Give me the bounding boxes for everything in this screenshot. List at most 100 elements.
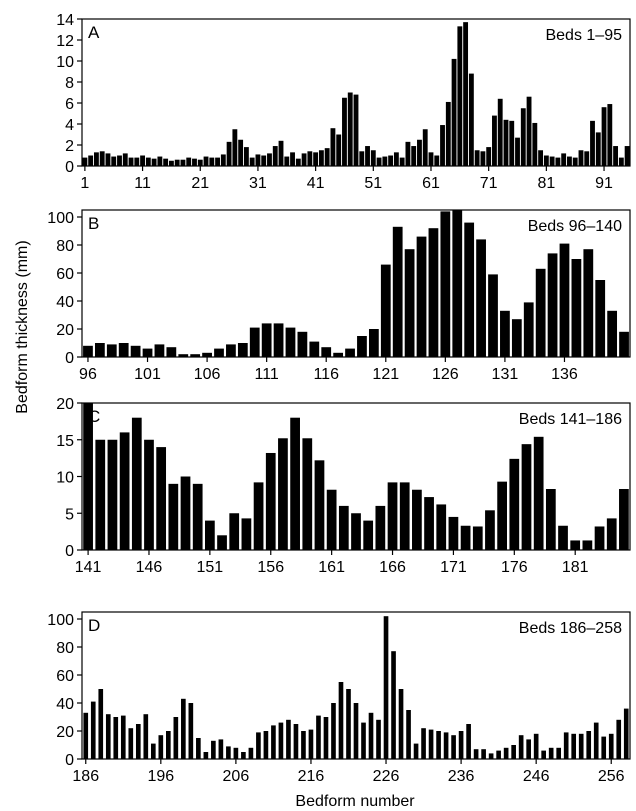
y-tick-label: 10 xyxy=(56,470,74,487)
bar xyxy=(421,728,426,759)
bar xyxy=(405,249,415,357)
bar xyxy=(595,526,605,550)
bar xyxy=(371,150,376,166)
bar xyxy=(204,157,209,166)
bar xyxy=(560,244,570,357)
bar xyxy=(82,158,87,166)
x-tick-label: 136 xyxy=(551,366,578,383)
bar xyxy=(302,438,312,550)
bar xyxy=(156,447,166,550)
y-tick-label: 12 xyxy=(56,33,74,50)
bar xyxy=(193,484,203,550)
bar xyxy=(94,152,99,166)
bar xyxy=(351,513,361,550)
bar xyxy=(619,489,629,550)
bar xyxy=(509,121,514,166)
bar xyxy=(339,682,344,759)
bar xyxy=(140,156,145,167)
bar xyxy=(463,22,468,166)
bar xyxy=(309,342,319,357)
bar xyxy=(261,156,266,167)
bar xyxy=(202,353,212,357)
bar xyxy=(534,437,544,550)
bar xyxy=(242,518,252,550)
bar xyxy=(189,703,194,759)
bar xyxy=(238,343,248,357)
bar xyxy=(331,703,336,759)
bar xyxy=(489,753,494,759)
bar xyxy=(331,128,336,166)
bar xyxy=(476,239,486,357)
bar xyxy=(590,121,595,166)
bar xyxy=(232,129,237,166)
x-tick-label: 51 xyxy=(364,175,382,192)
panel-range-label: Beds 186–258 xyxy=(519,620,622,637)
bar xyxy=(393,227,403,357)
bar xyxy=(152,159,157,166)
bar xyxy=(346,689,351,759)
bar xyxy=(475,150,480,166)
bar xyxy=(474,749,479,759)
x-tick-label: 1 xyxy=(80,175,89,192)
bar xyxy=(254,482,264,550)
bar xyxy=(271,725,276,759)
bar xyxy=(121,716,126,759)
y-tick-label: 6 xyxy=(65,96,74,113)
y-tick-label: 80 xyxy=(56,640,74,657)
bar xyxy=(375,506,385,550)
bar xyxy=(354,703,359,759)
bar xyxy=(238,140,243,166)
x-tick-label: 81 xyxy=(537,175,555,192)
bar xyxy=(586,731,591,759)
x-tick-label: 11 xyxy=(134,175,151,192)
x-tick-label: 131 xyxy=(492,366,519,383)
bar xyxy=(319,150,324,166)
panel-label: B xyxy=(88,214,99,233)
panel-label: A xyxy=(88,23,100,42)
bar xyxy=(619,158,624,166)
bar xyxy=(440,211,450,357)
bar xyxy=(155,344,165,357)
panel-C: 0 5 10 15 20 141 146 151 156 161 166 171 176 181 C Beds… xyxy=(56,396,630,576)
bar xyxy=(221,154,226,166)
bar xyxy=(536,269,546,357)
panel-range-label: Beds 1–95 xyxy=(545,27,622,44)
bar xyxy=(567,157,572,166)
x-tick-label: 196 xyxy=(147,768,174,785)
bar xyxy=(492,116,497,166)
bar xyxy=(132,418,142,550)
bar xyxy=(106,714,111,759)
bar xyxy=(558,526,568,550)
x-tick-label: 226 xyxy=(373,768,400,785)
bar xyxy=(434,156,439,167)
x-tick-label: 156 xyxy=(257,559,284,576)
bar xyxy=(526,739,531,759)
bar xyxy=(166,731,171,759)
bar xyxy=(333,353,343,357)
bar xyxy=(227,142,232,166)
x-tick-label: 21 xyxy=(191,175,209,192)
bar xyxy=(234,748,239,759)
bar xyxy=(214,349,224,357)
bar xyxy=(108,440,118,550)
bar xyxy=(131,346,141,357)
bar xyxy=(504,120,509,166)
bar xyxy=(400,482,410,550)
bar xyxy=(357,336,367,357)
bar xyxy=(192,159,197,166)
x-tick-label: 166 xyxy=(379,559,406,576)
y-tick-label: 60 xyxy=(56,266,74,283)
bar xyxy=(436,731,441,759)
bar xyxy=(451,735,456,759)
bar xyxy=(377,158,382,166)
bar xyxy=(534,734,539,759)
bar xyxy=(573,158,578,166)
bar xyxy=(219,739,224,759)
bar xyxy=(596,132,601,166)
bar xyxy=(296,159,301,166)
x-tick-label: 256 xyxy=(598,768,625,785)
bar xyxy=(384,616,389,759)
bar xyxy=(290,418,300,550)
bar xyxy=(286,720,291,759)
bar xyxy=(211,741,216,759)
